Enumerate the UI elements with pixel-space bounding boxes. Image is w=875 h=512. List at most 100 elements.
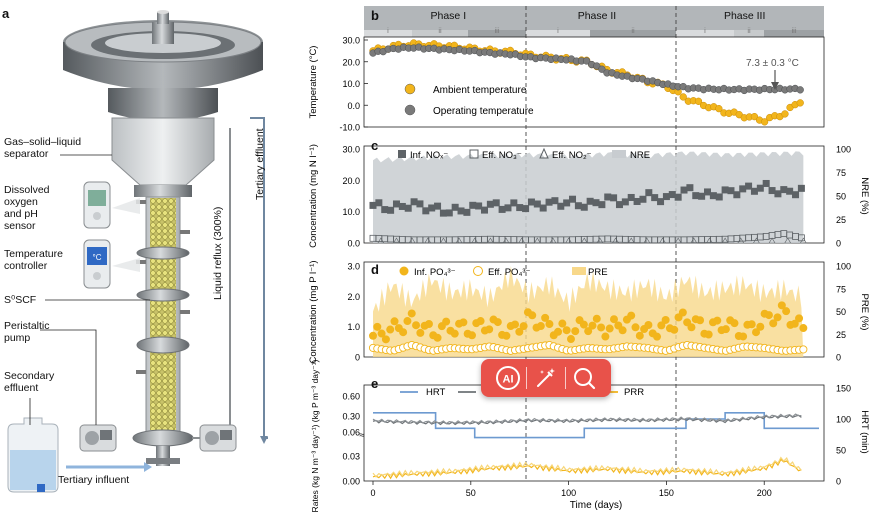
data-point-eff-no2 [533, 237, 541, 244]
y-axis-label: Temperature (°C) [308, 46, 319, 119]
y-tick-label: 30.0 [342, 145, 360, 155]
data-point-inf-po4 [571, 327, 580, 336]
magic-edit-button[interactable] [531, 363, 561, 393]
data-point-inf-nox [674, 193, 682, 201]
data-point-inf-po4 [790, 319, 799, 328]
data-point-inf-nox [621, 198, 629, 206]
legend-marker [469, 149, 479, 159]
data-point-eff-no2 [424, 237, 432, 244]
data-point-inf-po4 [597, 323, 606, 332]
ai-button[interactable]: AI [493, 363, 523, 393]
data-point-inf-po4 [545, 320, 554, 329]
panel-d-letter: d [371, 262, 379, 277]
subphase-label: iii [495, 26, 500, 35]
data-point-inf-nox [410, 198, 418, 206]
data-point-eff-no2 [737, 237, 745, 244]
annotation-arrowhead [771, 82, 779, 90]
data-point-inf-po4 [752, 328, 761, 337]
label-line: Gas–solid–liquid [4, 136, 82, 148]
panel-c-letter: c [371, 138, 379, 153]
data-point-inf-po4 [476, 317, 485, 326]
data-point-inf-nox [580, 203, 588, 211]
data-point-inf-po4 [442, 317, 451, 326]
data-point-inf-po4 [747, 320, 756, 329]
data-point-inf-nox [721, 186, 729, 194]
data-point-inf-po4 [653, 332, 662, 341]
data-point-inf-nox [592, 199, 600, 207]
data-point-operating [598, 65, 606, 73]
data-point-inf-nox [704, 188, 711, 196]
data-point-inf-nox [797, 184, 805, 192]
data-point-inf-po4 [618, 326, 627, 335]
y-tick-label: 0.00 [342, 477, 360, 487]
callout-lines [29, 154, 150, 425]
data-point-inf-nox [569, 195, 577, 203]
data-point-inf-nox [615, 201, 623, 209]
subphase-label: ii [631, 26, 635, 35]
data-point-inf-po4 [657, 321, 666, 330]
label-line: Temperature [4, 248, 63, 260]
y-tick-label: 10.0 [342, 79, 360, 89]
search-button[interactable] [569, 363, 599, 393]
prr-line [372, 456, 802, 478]
data-point-inf-po4 [635, 331, 644, 340]
data-point-inf-nox [404, 204, 412, 212]
data-point-inf-nox [428, 204, 436, 212]
data-point-eff-no2 [721, 237, 729, 244]
label-gas-solid-liquid: Gas–solid–liquid separator [4, 136, 81, 160]
subphase-label: i [387, 26, 389, 35]
data-point-inf-po4 [399, 328, 408, 337]
label-s0scf: S⁰SCF [4, 294, 37, 306]
y2-tick-label: 50 [836, 446, 846, 456]
data-point-inf-po4 [381, 335, 390, 344]
data-point-inf-po4 [519, 322, 528, 331]
data-point-inf-po4 [373, 322, 382, 331]
data-point-inf-po4 [459, 318, 468, 327]
legend-label: Operating temperature [433, 106, 534, 117]
data-point-inf-po4 [696, 316, 705, 325]
data-point-inf-nox [469, 201, 477, 209]
data-point-inf-nox [686, 184, 694, 192]
ai-icon-text: AI [502, 374, 513, 386]
y-axis-label: Concentration (mg P l⁻¹) [308, 260, 319, 363]
label-line: oxygen [4, 196, 38, 208]
y-tick-label: -10.0 [339, 123, 360, 133]
subphase-label: i [704, 26, 706, 35]
y2-tick-label: 100 [836, 145, 851, 155]
data-point-inf-nox [786, 187, 794, 195]
y-tick-label: 0.06 [342, 428, 360, 438]
label-line: sensor [4, 220, 36, 232]
secondary-effluent-tank-icon [7, 417, 59, 493]
data-point-inf-nox [481, 206, 488, 214]
data-point-inf-nox [375, 199, 383, 207]
legend-label: HRT [426, 387, 446, 398]
data-point-inf-nox [486, 200, 494, 208]
data-point-inf-po4 [386, 325, 395, 334]
floating-toolbar: AI [481, 359, 611, 397]
label-line: Secondary [4, 370, 55, 382]
data-point-inf-nox [598, 201, 606, 209]
data-point-inf-po4 [554, 327, 563, 336]
data-point-eff-no2 [580, 237, 588, 244]
subphase-label: iii [792, 26, 797, 35]
data-point-eff-no2 [627, 237, 635, 244]
panel-b-letter: b [371, 8, 379, 23]
legend-label: NRE [630, 150, 650, 161]
data-point-inf-po4 [485, 325, 494, 334]
data-point-inf-nox [422, 207, 430, 215]
data-point-inf-nox [639, 195, 647, 203]
data-point-inf-nox [516, 204, 524, 212]
y-tick-label: 3.0 [347, 262, 360, 272]
data-point-inf-po4 [407, 309, 416, 318]
prr-line [372, 458, 802, 480]
data-point-inf-po4 [541, 313, 550, 322]
y-tick-label: 20.0 [342, 176, 360, 186]
data-point-operating [582, 57, 591, 65]
panel-e-letter: e [371, 376, 379, 391]
data-point-inf-nox [416, 200, 424, 208]
data-point-inf-po4 [450, 329, 459, 338]
data-point-inf-po4 [777, 301, 786, 310]
data-point-ambient [750, 112, 759, 121]
data-point-inf-nox [756, 184, 764, 192]
data-point-inf-nox [545, 198, 553, 206]
